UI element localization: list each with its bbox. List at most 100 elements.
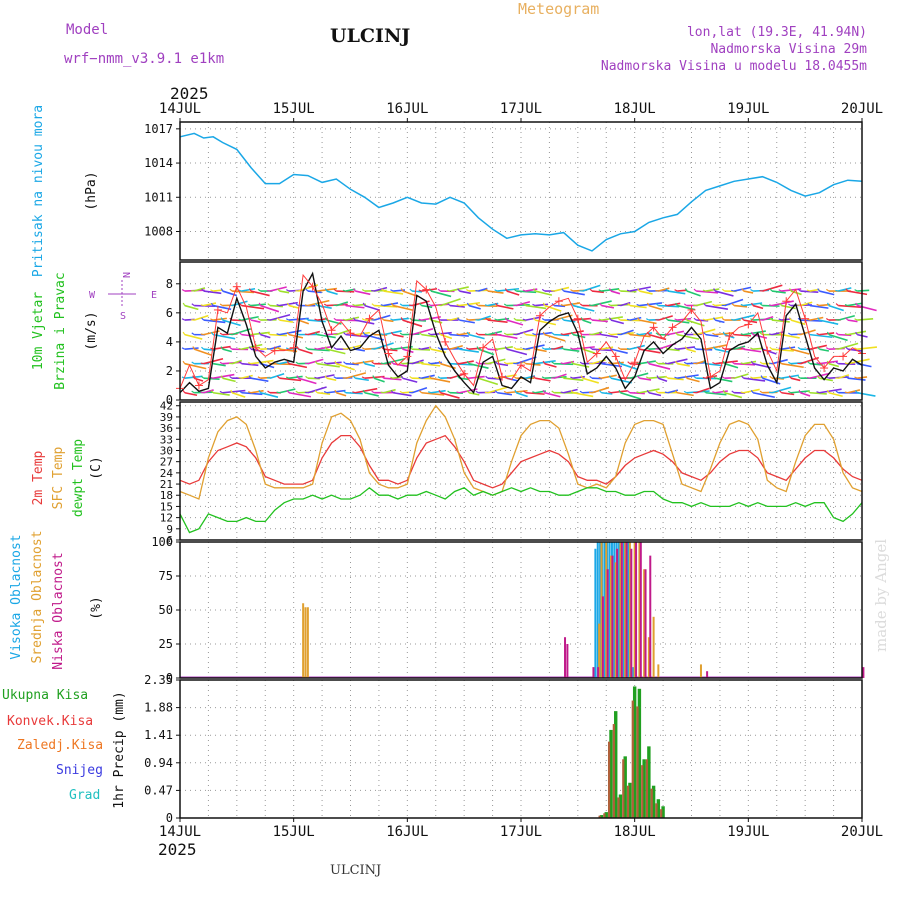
- wind-arrow-head: [732, 391, 734, 393]
- wind-arrow-head: [400, 304, 403, 306]
- wind-arrow-head: [410, 289, 412, 291]
- wind-arrow-head: [438, 289, 440, 291]
- wind-arrow-head: [542, 348, 545, 350]
- wind-arrow-head: [419, 348, 422, 349]
- wind-arrow: [393, 318, 409, 320]
- wind-arrow-head: [570, 377, 573, 378]
- wind-arrow: [848, 320, 858, 321]
- wind-arrow-head: [712, 362, 715, 363]
- wind-arrow-head: [665, 363, 668, 364]
- wind-arrow-head: [334, 347, 336, 349]
- wind-arrow-head: [448, 391, 450, 393]
- wind-arrow-head: [201, 334, 204, 335]
- temp-unit: (C): [89, 456, 104, 479]
- wind-arrow-head: [334, 318, 336, 320]
- y-tick-label: 0.47: [144, 783, 173, 797]
- wind-arrow-head: [220, 391, 223, 392]
- wind-arrow-head: [362, 289, 365, 291]
- compass-w: W: [89, 290, 96, 301]
- wind-arrow-head: [666, 376, 668, 378]
- y-tick-label: 0.94: [144, 756, 173, 770]
- wind-arrow-head: [826, 348, 829, 350]
- wind-arrow-head: [542, 318, 545, 320]
- wind-arrow: [374, 378, 384, 382]
- wind-arrow-head: [448, 304, 450, 306]
- wind-arrow-head: [741, 304, 744, 305]
- wind-arrow-head: [627, 290, 630, 291]
- mid-cloud-label: Srednja Oblacnost: [30, 530, 45, 663]
- high-cloud-label: Visoka Oblacnost: [9, 534, 24, 659]
- wind-arrow-head: [608, 392, 611, 393]
- wind-arrow: [279, 291, 289, 293]
- wind-arrow-head: [854, 377, 857, 378]
- wind-arrow-head: [182, 319, 185, 320]
- wind-arrow-head: [192, 333, 194, 335]
- conv-precip-bar: [627, 786, 629, 818]
- wind-arrow-head: [504, 391, 507, 392]
- low-cloud-label: Niska Oblacnost: [51, 552, 66, 669]
- wind-arrow: [753, 377, 767, 378]
- wind-arrow-head: [344, 333, 346, 335]
- wind-arrow-head: [201, 363, 204, 364]
- wind-arrow-head: [551, 290, 554, 291]
- wind-arrow-head: [306, 347, 308, 349]
- wind-arrow-head: [722, 348, 725, 350]
- wind-arrow-head: [770, 289, 772, 291]
- wind-arrow-head: [192, 391, 195, 393]
- conv-precip-bar: [608, 742, 610, 818]
- wind-arrow-head: [220, 362, 223, 363]
- model-label: Model: [66, 22, 108, 38]
- x-tick-label-bottom: 19JUL: [727, 824, 769, 840]
- y-tick-label: 18: [160, 489, 173, 502]
- wind-arrow-head: [381, 334, 384, 335]
- wind-arrow-head: [646, 319, 649, 321]
- y-tick-label: 8: [166, 277, 173, 291]
- total-precip-label: Ukupna Kisa: [2, 688, 88, 703]
- wind-arrow-head: [277, 334, 280, 335]
- wind-arrow-head: [419, 377, 422, 378]
- wind-arrow-head: [542, 377, 545, 378]
- wind-arrow-head: [760, 333, 762, 335]
- x-tick-label-bottom: 18JUL: [614, 824, 656, 840]
- wind-arrow-head: [561, 334, 564, 335]
- wind-arrow-head: [836, 362, 838, 364]
- wind-arrow-head: [618, 347, 620, 349]
- y-tick-label: 15: [160, 500, 173, 513]
- wind-arrow-head: [817, 333, 820, 334]
- wind-arrow-head: [220, 304, 223, 306]
- wind-arrow-head: [732, 304, 734, 306]
- wind-arrow-head: [183, 332, 185, 335]
- wind-arrow: [317, 347, 330, 349]
- station-title: ULCINJ: [330, 25, 410, 47]
- wind-arrow-head: [523, 319, 526, 320]
- wind-arrow-head: [580, 362, 583, 364]
- wind-arrow-head: [769, 305, 772, 306]
- wind-arrow-head: [599, 391, 601, 393]
- wind-arrow-head: [608, 333, 611, 334]
- wind-arrow-head: [362, 348, 365, 349]
- wind-arrow-head: [523, 348, 526, 349]
- conv-precip-bar: [646, 759, 648, 818]
- wind-arrow-head: [552, 333, 554, 335]
- wind-arrow: [355, 333, 370, 335]
- wind-arrow: [270, 374, 284, 379]
- credit: made by Angel: [872, 539, 890, 652]
- wind-arrow-head: [466, 290, 469, 292]
- wind-arrow: [336, 393, 346, 396]
- wind-arrow-head: [258, 377, 261, 378]
- y-tick-label: 36: [160, 422, 173, 435]
- wind-arrow-head: [779, 319, 782, 320]
- wind-arrow-head: [570, 290, 573, 291]
- wind-arrow-head: [552, 391, 554, 393]
- wind-arrow-head: [314, 377, 317, 378]
- wind-arrow-head: [182, 290, 185, 292]
- wind-arrow-head: [372, 362, 374, 364]
- compass-e: E: [151, 290, 157, 301]
- x-tick-label-top: 14JUL: [159, 101, 201, 117]
- wind-arrow-head: [372, 304, 374, 306]
- wind-arrow: [791, 378, 800, 380]
- y-tick-label: 1.41: [144, 728, 173, 742]
- wind-arrow: [336, 330, 351, 335]
- wind-arrow-head: [599, 377, 602, 378]
- wind-arrow-head: [352, 392, 355, 393]
